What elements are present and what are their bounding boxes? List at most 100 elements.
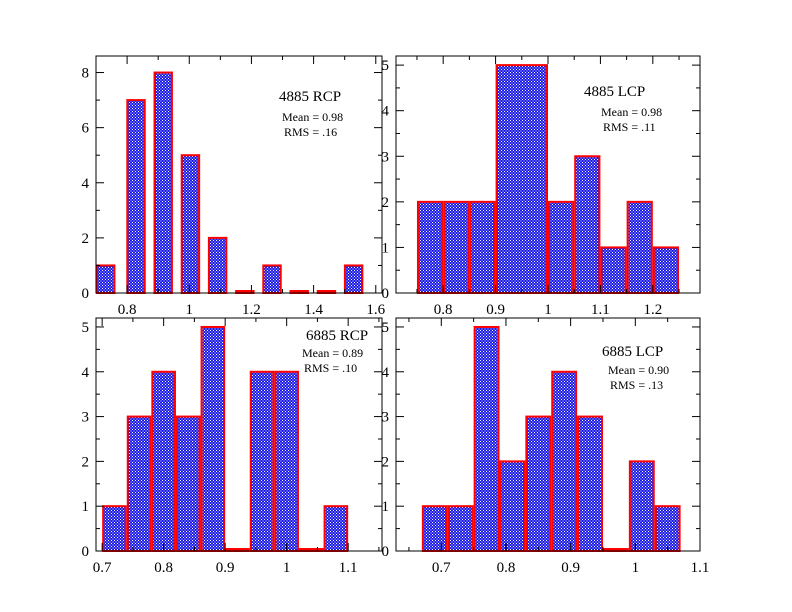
- y-tick-label: 2: [82, 454, 90, 470]
- x-tick-label: 1: [283, 560, 291, 576]
- x-tick-label: 0.9: [216, 560, 235, 576]
- panel-bottom-right: 0.7 0.8 0.9 1 1.1 0 1 2 3 4 5 6885 LCP Mean = 0.90…: [382, 317, 710, 576]
- y-tick-label: 1: [82, 499, 90, 515]
- x-tick-label: 0.9: [561, 560, 580, 576]
- histogram-bar: [151, 370, 176, 552]
- panel-title: 4885 LCP: [584, 84, 645, 100]
- x-tick-label: 0.9: [486, 302, 505, 318]
- x-tick-label: 1: [544, 302, 552, 318]
- histogram-bar: [626, 200, 653, 295]
- histogram-bar: [126, 99, 146, 295]
- histogram-bar: [628, 460, 655, 552]
- panel-title: 6885 LCP: [602, 344, 663, 360]
- y-tick-label: 2: [82, 231, 90, 247]
- mean-annotation: Mean = 0.98: [601, 105, 662, 119]
- plot-frame: [395, 317, 701, 552]
- bars-group: [96, 71, 364, 295]
- x-tick-label: 1.6: [366, 302, 385, 318]
- histogram-bar: [469, 200, 496, 295]
- rms-annotation: RMS = .16: [284, 125, 337, 139]
- histogram-bar: [654, 505, 681, 553]
- ticks-group: 0.7 0.8 0.9 1 1.1 0 1 2 3 4 5: [382, 318, 710, 576]
- y-tick-label: 1: [382, 499, 390, 515]
- histogram-bar: [416, 200, 444, 295]
- bars-group: [416, 64, 680, 295]
- x-tick-label: 1.2: [242, 302, 261, 318]
- x-tick-label: 1.1: [591, 302, 610, 318]
- histogram-bar: [262, 264, 282, 295]
- histogram-bar: [447, 505, 474, 553]
- histogram-bar: [495, 64, 549, 294]
- y-tick-label: 1: [382, 240, 390, 256]
- panel-top-right: 0.8 0.9 1 1.1 1.2 0 1 2 3 4 5 4885 LCP Mean = 0.98…: [382, 55, 701, 318]
- histogram-bar: [421, 505, 448, 553]
- plot-frame: [95, 317, 383, 552]
- histogram-bar: [574, 155, 601, 294]
- plot-frame: [95, 55, 383, 294]
- y-tick-label: 3: [382, 410, 390, 426]
- ticks-group: 0.7 0.8 0.9 1 1.1 0 1 2 3 4 5: [82, 318, 382, 576]
- x-tick-label: 1.1: [339, 560, 358, 576]
- histogram-bar: [577, 415, 603, 553]
- histogram-bar: [473, 325, 500, 553]
- histogram-bar: [443, 200, 470, 295]
- x-tick-label: 0.8: [434, 302, 453, 318]
- x-tick-label: 1: [186, 302, 194, 318]
- mean-annotation: Mean = 0.98: [282, 110, 343, 124]
- y-tick-label: 4: [382, 365, 390, 381]
- mean-annotation: Mean = 0.90: [608, 363, 669, 377]
- x-tick-label: 1.4: [304, 302, 323, 318]
- ticks-group: 0.8 1 1.2 1.4 1.6 0 2 4 6 8: [82, 56, 386, 318]
- rms-annotation: RMS = .13: [610, 378, 663, 392]
- y-tick-label: 2: [382, 195, 390, 211]
- bars-group: [421, 325, 681, 553]
- histogram-bar: [249, 370, 275, 552]
- panel-title: 6885 RCP: [306, 328, 368, 344]
- y-tick-label: 3: [382, 149, 390, 165]
- x-tick-label: 0.7: [93, 560, 112, 576]
- histogram-bar: [207, 236, 228, 295]
- y-tick-label: 6: [82, 121, 90, 137]
- histogram-bar: [343, 264, 364, 295]
- x-tick-label: 0.7: [432, 560, 451, 576]
- rms-annotation: RMS = .10: [304, 361, 357, 375]
- x-tick-label: 0.8: [154, 560, 173, 576]
- histogram-bar: [126, 415, 152, 553]
- y-tick-label: 5: [82, 320, 90, 336]
- panel-bottom-left: 0.7 0.8 0.9 1 1.1 0 1 2 3 4 5 6885 RCP Mean = 0.89…: [82, 317, 383, 576]
- y-tick-label: 0: [382, 544, 390, 560]
- histogram-bar: [548, 200, 575, 295]
- histogram-bar: [96, 264, 116, 295]
- y-tick-label: 4: [382, 104, 390, 120]
- y-tick-label: 5: [382, 320, 390, 336]
- y-tick-label: 3: [82, 410, 90, 426]
- y-tick-label: 4: [82, 176, 90, 192]
- panel-title: 4885 RCP: [279, 89, 341, 105]
- histogram-bar: [323, 505, 349, 553]
- y-tick-label: 8: [82, 66, 90, 82]
- x-tick-label: 0.8: [497, 560, 516, 576]
- histogram-bar: [525, 415, 552, 553]
- x-tick-label: 1: [632, 560, 640, 576]
- x-tick-label: 1.2: [643, 302, 662, 318]
- y-tick-label: 5: [382, 58, 390, 74]
- mean-annotation: Mean = 0.89: [302, 346, 363, 360]
- x-tick-label: 1.1: [691, 560, 710, 576]
- histogram-bar: [180, 154, 201, 294]
- y-tick-label: 2: [382, 454, 390, 470]
- histogram-bar: [499, 460, 526, 552]
- y-tick-label: 4: [82, 365, 90, 381]
- histogram-bar: [600, 246, 627, 295]
- y-tick-label: 0: [82, 544, 90, 560]
- x-tick-label: 0.8: [118, 302, 137, 318]
- histogram-bar: [551, 370, 578, 552]
- histogram-bar: [200, 325, 226, 553]
- rms-annotation: RMS = .11: [603, 120, 656, 134]
- bars-group: [102, 325, 349, 553]
- histogram-bar: [652, 246, 680, 295]
- histogram-bar: [274, 370, 299, 552]
- ticks-group: 0.8 0.9 1 1.1 1.2 0 1 2 3 4 5: [382, 56, 700, 318]
- y-tick-label: 0: [382, 286, 390, 302]
